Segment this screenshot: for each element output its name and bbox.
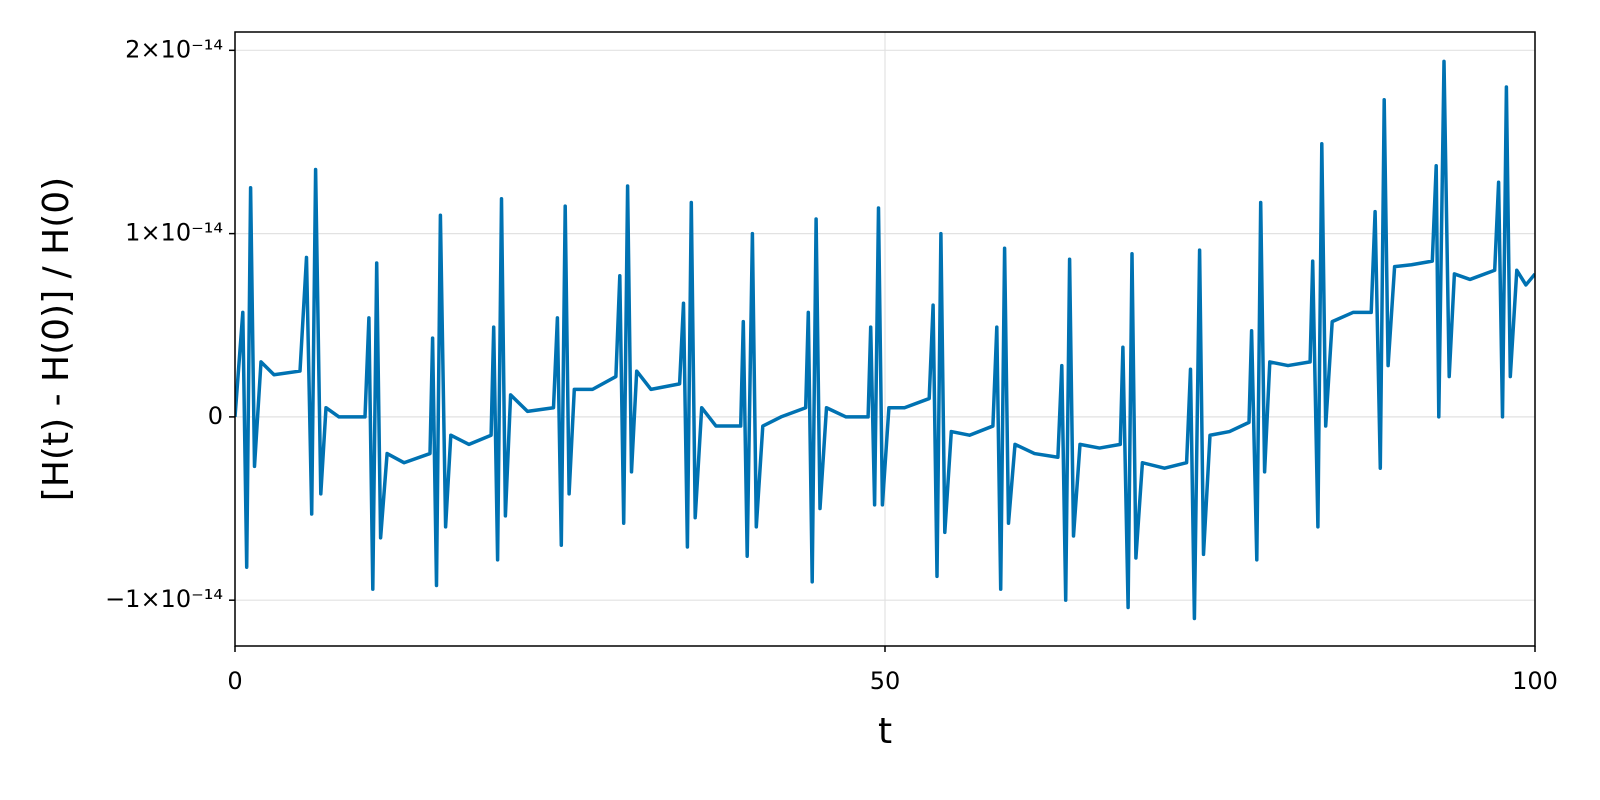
y-tick-label: −1×10⁻¹⁴ [105,585,223,613]
x-tick-label: 0 [227,667,242,695]
y-axis-label: [H(t) - H(0)] / H(0) [36,177,77,501]
x-axis-label: t [878,711,892,752]
x-tick-label: 100 [1512,667,1558,695]
y-tick-label: 2×10⁻¹⁴ [125,35,223,63]
y-tick-label: 0 [208,402,223,430]
data-line [235,59,1535,621]
x-tick-label: 50 [870,667,901,695]
y-tick-label: 1×10⁻¹⁴ [125,219,223,247]
